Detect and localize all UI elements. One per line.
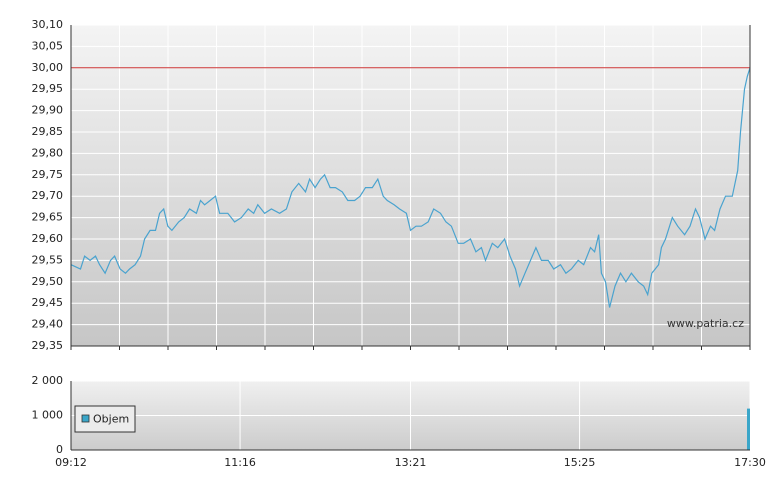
y-tick-label: 30,10 — [32, 18, 64, 31]
price-line — [70, 67, 751, 308]
y-tick-label: 30,00 — [32, 61, 64, 74]
legend-swatch — [81, 414, 90, 423]
y-tick-label: 29,85 — [32, 125, 64, 138]
y-tick-label: 29,45 — [32, 296, 64, 309]
x-tick-label: 11:16 — [224, 456, 256, 469]
watermark: www.patria.cz — [667, 317, 744, 330]
y-tick-label: 29,40 — [32, 318, 64, 331]
y-tick-label: 29,60 — [32, 232, 64, 245]
y-tick-label: 29,55 — [32, 253, 64, 266]
y-tick-label: 29,95 — [32, 82, 64, 95]
y-tick-label: 2 000 — [32, 374, 64, 387]
y-tick-label: 29,90 — [32, 104, 64, 117]
y-tick-label: 29,50 — [32, 275, 64, 288]
y-tick-label: 1 000 — [32, 409, 64, 422]
chart-layer: 29,35 29,40 29,45 29,50 29,55 29,60 29,65 29,70… — [32, 18, 766, 469]
y-tick-label: 29,65 — [32, 211, 64, 224]
volume-bar — [747, 408, 750, 450]
x-tick-label: 09:12 — [55, 456, 87, 469]
y-tick-label: 29,75 — [32, 168, 64, 181]
y-tick-label: 29,70 — [32, 189, 64, 202]
x-tick-label: 13:21 — [395, 456, 427, 469]
y-tick-label: 30,05 — [32, 39, 64, 52]
x-tick-label: 15:25 — [564, 456, 596, 469]
y-tick-label: 0 — [56, 443, 63, 456]
y-tick-label: 29,35 — [32, 339, 64, 352]
y-tick-label: 29,80 — [32, 146, 64, 159]
legend-label: Objem — [93, 413, 129, 426]
x-tick-label: 17:30 — [734, 456, 766, 469]
